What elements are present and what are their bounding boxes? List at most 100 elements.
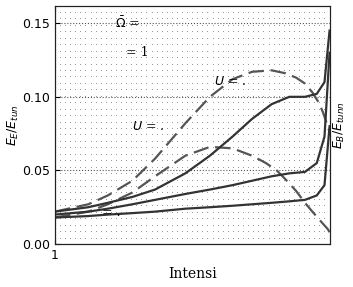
Point — [317, 222, 322, 227]
Point — [138, 113, 144, 117]
Point — [286, 23, 292, 27]
Point — [88, 197, 93, 201]
Point — [322, 55, 327, 59]
Point — [52, 74, 58, 79]
Point — [164, 145, 170, 150]
Point — [78, 61, 83, 66]
Point — [245, 171, 251, 175]
Point — [138, 222, 144, 227]
Point — [138, 126, 144, 130]
Point — [301, 203, 307, 208]
Point — [301, 132, 307, 137]
Point — [281, 222, 287, 227]
Point — [256, 235, 261, 240]
Point — [195, 113, 200, 117]
Point — [195, 106, 200, 111]
Point — [215, 139, 221, 143]
Point — [108, 242, 114, 246]
Point — [184, 139, 190, 143]
Point — [301, 3, 307, 8]
Point — [179, 87, 185, 92]
Point — [301, 171, 307, 175]
Point — [113, 164, 119, 169]
Point — [108, 16, 114, 21]
Point — [195, 222, 200, 227]
Point — [240, 126, 246, 130]
Point — [291, 177, 297, 182]
Point — [52, 152, 58, 156]
Point — [133, 216, 139, 220]
Point — [118, 139, 124, 143]
Point — [261, 152, 266, 156]
Point — [250, 139, 256, 143]
Point — [62, 10, 68, 14]
Point — [215, 145, 221, 150]
Point — [220, 158, 226, 162]
Point — [138, 235, 144, 240]
Point — [83, 3, 88, 8]
Point — [179, 126, 185, 130]
Point — [250, 203, 256, 208]
Point — [286, 94, 292, 98]
Point — [215, 68, 221, 72]
Point — [52, 100, 58, 104]
Point — [133, 3, 139, 8]
Point — [98, 49, 103, 53]
Point — [306, 210, 312, 214]
Point — [149, 113, 154, 117]
Point — [291, 190, 297, 195]
Point — [245, 106, 251, 111]
Point — [108, 68, 114, 72]
Point — [154, 3, 160, 8]
Point — [98, 74, 103, 79]
Point — [250, 74, 256, 79]
Point — [123, 152, 129, 156]
Point — [291, 106, 297, 111]
Point — [261, 74, 266, 79]
Point — [291, 119, 297, 124]
Point — [291, 42, 297, 46]
Point — [240, 3, 246, 8]
Point — [220, 132, 226, 137]
Point — [98, 68, 103, 72]
Point — [123, 145, 129, 150]
Point — [174, 164, 180, 169]
Point — [190, 81, 195, 85]
Point — [322, 36, 327, 40]
Point — [93, 203, 98, 208]
Point — [271, 203, 276, 208]
Point — [144, 139, 149, 143]
Point — [113, 190, 119, 195]
Point — [154, 216, 160, 220]
Point — [174, 87, 180, 92]
Point — [128, 36, 134, 40]
Point — [266, 16, 271, 21]
Point — [306, 81, 312, 85]
Point — [322, 61, 327, 66]
Point — [230, 10, 236, 14]
Point — [199, 171, 205, 175]
Point — [250, 3, 256, 8]
Point — [52, 55, 58, 59]
Point — [179, 229, 185, 233]
Point — [164, 74, 170, 79]
Point — [225, 190, 231, 195]
Point — [281, 203, 287, 208]
Point — [230, 23, 236, 27]
Point — [210, 229, 215, 233]
Point — [67, 3, 73, 8]
Point — [72, 74, 78, 79]
Point — [93, 81, 98, 85]
Point — [240, 164, 246, 169]
Point — [83, 68, 88, 72]
Point — [184, 81, 190, 85]
Point — [179, 132, 185, 137]
Point — [184, 145, 190, 150]
Point — [311, 119, 317, 124]
Point — [88, 36, 93, 40]
Point — [159, 235, 164, 240]
Point — [311, 158, 317, 162]
Point — [52, 177, 58, 182]
Point — [62, 42, 68, 46]
Point — [113, 197, 119, 201]
